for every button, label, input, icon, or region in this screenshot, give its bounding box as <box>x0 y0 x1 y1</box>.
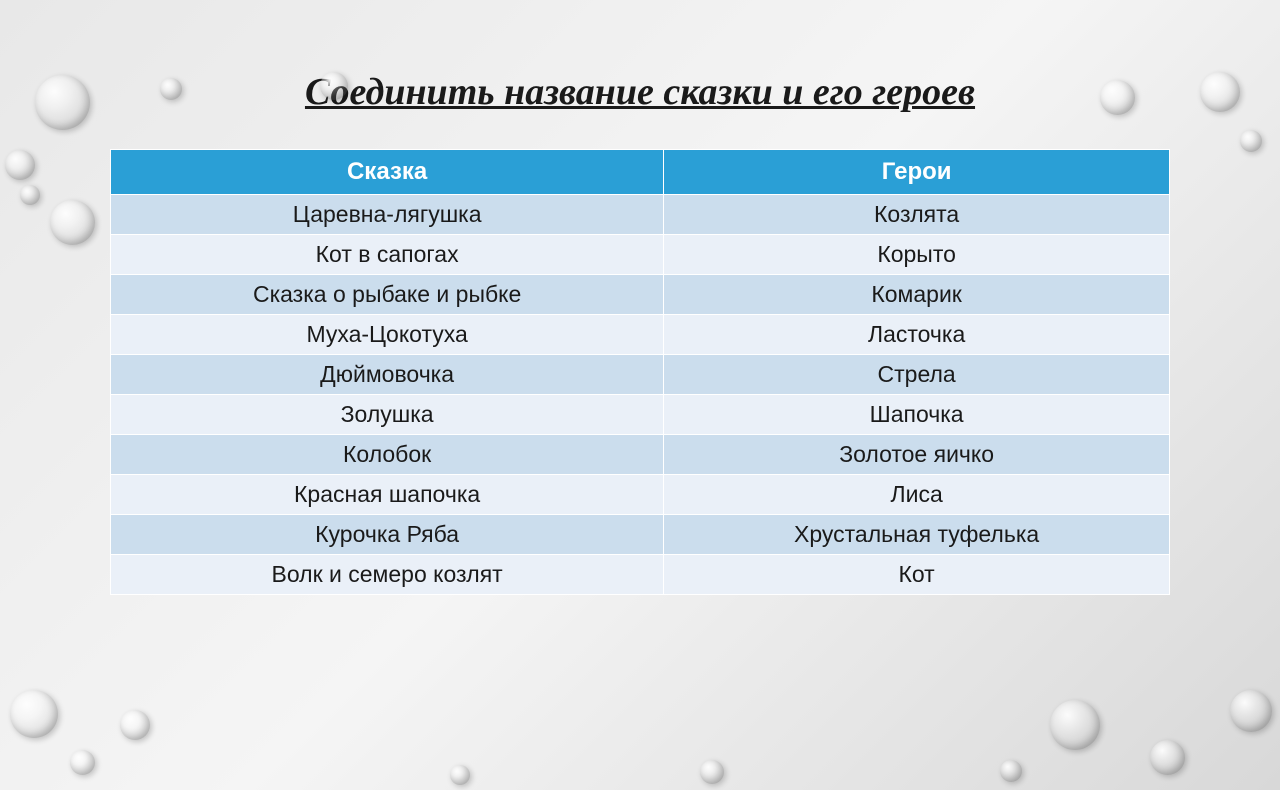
water-droplet-icon <box>1200 72 1240 112</box>
page-title: Соединить название сказки и его героев <box>0 70 1280 114</box>
water-droplet-icon <box>1000 760 1022 782</box>
table-row: Красная шапочкаЛиса <box>111 475 1170 515</box>
tale-cell: Курочка Ряба <box>111 515 664 555</box>
hero-cell: Хрустальная туфелька <box>664 515 1170 555</box>
column-header-tale: Сказка <box>111 150 664 195</box>
water-droplet-icon <box>1230 690 1272 732</box>
table-row: Волк и семеро козлятКот <box>111 555 1170 595</box>
table-row: ДюймовочкаСтрела <box>111 355 1170 395</box>
tale-cell: Колобок <box>111 435 664 475</box>
hero-cell: Стрела <box>664 355 1170 395</box>
hero-cell: Кот <box>664 555 1170 595</box>
tale-cell: Сказка о рыбаке и рыбке <box>111 275 664 315</box>
water-droplet-icon <box>320 72 348 100</box>
water-droplet-icon <box>1100 80 1135 115</box>
hero-cell: Лиса <box>664 475 1170 515</box>
table-row: ЗолушкаШапочка <box>111 395 1170 435</box>
water-droplet-icon <box>450 765 470 785</box>
tale-cell: Муха-Цокотуха <box>111 315 664 355</box>
water-droplet-icon <box>160 78 182 100</box>
water-droplet-icon <box>70 750 95 775</box>
hero-cell: Корыто <box>664 235 1170 275</box>
water-droplet-icon <box>1150 740 1185 775</box>
table-row: Сказка о рыбаке и рыбкеКомарик <box>111 275 1170 315</box>
table-row: Курочка РябаХрустальная туфелька <box>111 515 1170 555</box>
fairy-tales-table: Сказка Герои Царевна-лягушкаКозлятаКот в… <box>110 149 1170 595</box>
water-droplet-icon <box>35 75 90 130</box>
tale-cell: Царевна-лягушка <box>111 195 664 235</box>
tale-cell: Кот в сапогах <box>111 235 664 275</box>
hero-cell: Золотое яичко <box>664 435 1170 475</box>
water-droplet-icon <box>1240 130 1262 152</box>
water-droplet-icon <box>10 690 58 738</box>
water-droplet-icon <box>700 760 724 784</box>
hero-cell: Шапочка <box>664 395 1170 435</box>
water-droplet-icon <box>20 185 40 205</box>
water-droplet-icon <box>5 150 35 180</box>
hero-cell: Ласточка <box>664 315 1170 355</box>
water-droplet-icon <box>120 710 150 740</box>
tale-cell: Красная шапочка <box>111 475 664 515</box>
table-row: Кот в сапогахКорыто <box>111 235 1170 275</box>
table-header-row: Сказка Герои <box>111 150 1170 195</box>
table-container: Сказка Герои Царевна-лягушкаКозлятаКот в… <box>110 149 1170 595</box>
column-header-heroes: Герои <box>664 150 1170 195</box>
table-row: Царевна-лягушкаКозлята <box>111 195 1170 235</box>
tale-cell: Золушка <box>111 395 664 435</box>
water-droplet-icon <box>50 200 95 245</box>
table-row: КолобокЗолотое яичко <box>111 435 1170 475</box>
water-droplet-icon <box>1050 700 1100 750</box>
hero-cell: Козлята <box>664 195 1170 235</box>
table-row: Муха-ЦокотухаЛасточка <box>111 315 1170 355</box>
tale-cell: Волк и семеро козлят <box>111 555 664 595</box>
tale-cell: Дюймовочка <box>111 355 664 395</box>
hero-cell: Комарик <box>664 275 1170 315</box>
